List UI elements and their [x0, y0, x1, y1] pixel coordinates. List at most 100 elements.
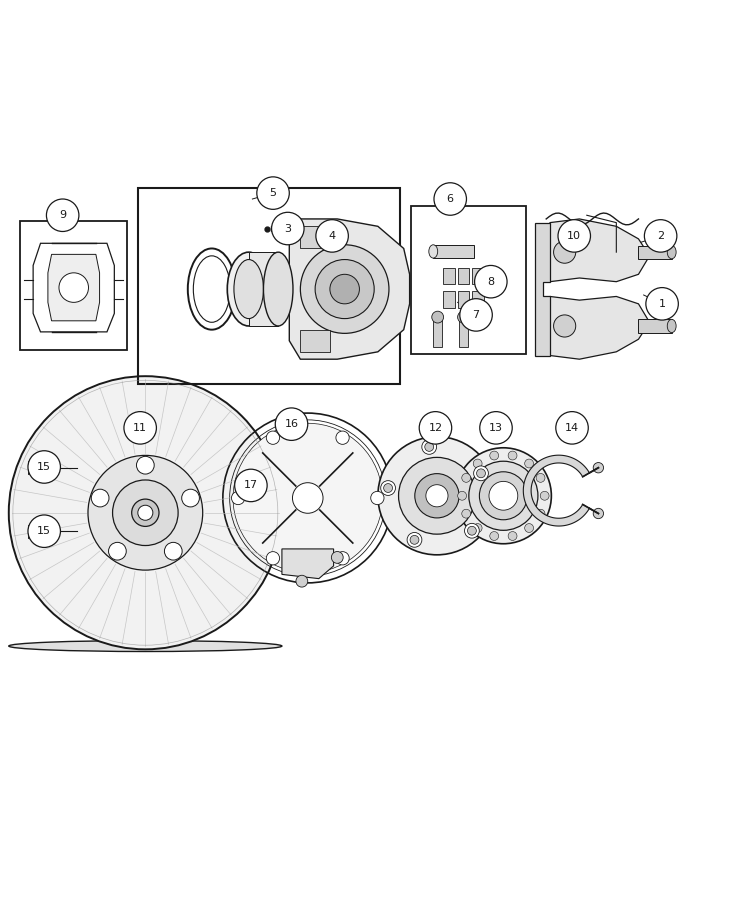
Circle shape	[132, 500, 159, 526]
Bar	[443, 267, 455, 284]
Circle shape	[646, 288, 678, 320]
Circle shape	[462, 473, 471, 482]
Bar	[472, 267, 484, 284]
Circle shape	[182, 490, 199, 507]
Text: 9: 9	[59, 211, 66, 220]
Bar	[271, 226, 279, 231]
Circle shape	[381, 481, 396, 495]
Bar	[411, 206, 525, 354]
Bar	[433, 317, 442, 346]
Circle shape	[165, 543, 182, 560]
Circle shape	[554, 315, 576, 338]
Circle shape	[136, 456, 154, 474]
Circle shape	[59, 273, 88, 302]
Circle shape	[316, 220, 348, 252]
Ellipse shape	[264, 252, 293, 326]
Text: 17: 17	[244, 481, 258, 491]
Ellipse shape	[667, 320, 676, 333]
Text: 16: 16	[285, 419, 299, 429]
Circle shape	[525, 459, 534, 468]
Bar	[20, 221, 127, 350]
Circle shape	[479, 411, 512, 444]
Circle shape	[469, 461, 538, 530]
Polygon shape	[48, 255, 99, 320]
Ellipse shape	[227, 252, 270, 326]
Circle shape	[399, 457, 475, 535]
Circle shape	[525, 524, 534, 533]
Bar	[459, 317, 468, 346]
Circle shape	[468, 526, 476, 536]
Bar	[249, 252, 278, 326]
Circle shape	[293, 482, 323, 513]
Circle shape	[124, 411, 156, 444]
Circle shape	[28, 451, 61, 483]
Circle shape	[536, 509, 545, 518]
Circle shape	[235, 469, 268, 501]
Bar	[639, 246, 671, 259]
Circle shape	[257, 177, 289, 210]
Polygon shape	[289, 219, 410, 359]
Polygon shape	[535, 222, 550, 356]
Circle shape	[432, 311, 444, 323]
Circle shape	[594, 508, 604, 518]
Bar	[138, 188, 400, 383]
Text: 15: 15	[37, 526, 51, 536]
Circle shape	[138, 505, 153, 520]
Circle shape	[460, 299, 492, 331]
Circle shape	[91, 490, 109, 507]
Circle shape	[489, 482, 518, 510]
Ellipse shape	[456, 484, 551, 508]
Circle shape	[458, 491, 467, 500]
Polygon shape	[282, 549, 333, 579]
Circle shape	[462, 509, 471, 518]
Circle shape	[508, 532, 517, 540]
Ellipse shape	[9, 641, 282, 652]
Circle shape	[473, 459, 482, 468]
Circle shape	[275, 408, 308, 440]
Polygon shape	[550, 219, 650, 282]
Circle shape	[426, 485, 448, 507]
Circle shape	[296, 575, 308, 587]
Circle shape	[473, 524, 482, 533]
Circle shape	[558, 220, 591, 252]
Bar	[639, 320, 671, 333]
Circle shape	[266, 431, 279, 445]
Text: 8: 8	[488, 276, 494, 287]
Circle shape	[456, 448, 551, 544]
Circle shape	[554, 241, 576, 263]
Bar	[37, 463, 58, 473]
Circle shape	[434, 183, 467, 215]
Text: 11: 11	[133, 423, 147, 433]
Circle shape	[378, 436, 496, 554]
Circle shape	[233, 423, 382, 572]
Circle shape	[508, 451, 517, 460]
Circle shape	[407, 533, 422, 547]
Circle shape	[300, 245, 389, 333]
Circle shape	[336, 431, 349, 445]
Bar	[28, 461, 39, 474]
Circle shape	[384, 483, 393, 492]
Bar	[433, 245, 473, 258]
Ellipse shape	[429, 245, 438, 258]
Text: 1: 1	[659, 299, 665, 309]
Circle shape	[336, 552, 349, 565]
Circle shape	[108, 543, 126, 560]
Circle shape	[490, 451, 499, 460]
Circle shape	[415, 473, 459, 518]
Circle shape	[266, 552, 279, 565]
Text: 6: 6	[447, 194, 453, 204]
Circle shape	[272, 212, 304, 245]
Circle shape	[594, 463, 604, 473]
Ellipse shape	[667, 246, 676, 259]
Bar	[300, 329, 330, 352]
Circle shape	[9, 376, 282, 649]
Ellipse shape	[234, 259, 264, 319]
Circle shape	[490, 532, 499, 540]
Circle shape	[88, 455, 203, 570]
Polygon shape	[550, 296, 650, 359]
Circle shape	[540, 491, 549, 500]
Circle shape	[370, 491, 384, 505]
Text: 15: 15	[37, 462, 51, 472]
Circle shape	[645, 220, 677, 252]
Circle shape	[47, 199, 79, 231]
